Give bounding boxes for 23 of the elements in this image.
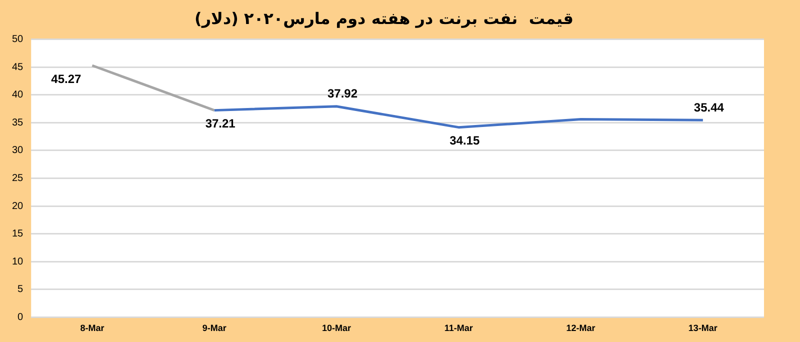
y-tick-label: 0 [18,312,24,323]
y-tick-label: 35 [12,117,24,128]
x-tick-label: 12-Mar [566,323,596,334]
data-label: 37.92 [327,86,358,101]
y-tick-label: 30 [12,145,24,156]
x-tick-label: 10-Mar [322,323,352,334]
data-label: 34.15 [450,134,480,148]
y-tick-label: 15 [12,228,24,240]
y-tick-label: 45 [12,62,24,73]
data-label: 35.44 [694,100,724,114]
y-tick-label: 25 [12,172,24,184]
chart-title: قیمت نفت برنت در هفته دوم مارس۲۰۲۰ (دلار) [194,8,574,28]
x-tick-label: 9-Mar [202,323,227,334]
y-tick-label: 5 [18,284,24,296]
y-tick-label: 50 [12,34,24,45]
y-tick-label: 40 [12,90,24,101]
y-tick-label: 20 [12,200,24,212]
x-tick-label: 13-Mar [688,323,718,334]
data-label: 37.21 [205,116,236,131]
x-tick-label: 8-Mar [80,323,105,334]
y-tick-label: 10 [12,256,24,268]
data-label: 45.27 [51,72,82,86]
x-tick-label: 11-Mar [444,323,474,334]
